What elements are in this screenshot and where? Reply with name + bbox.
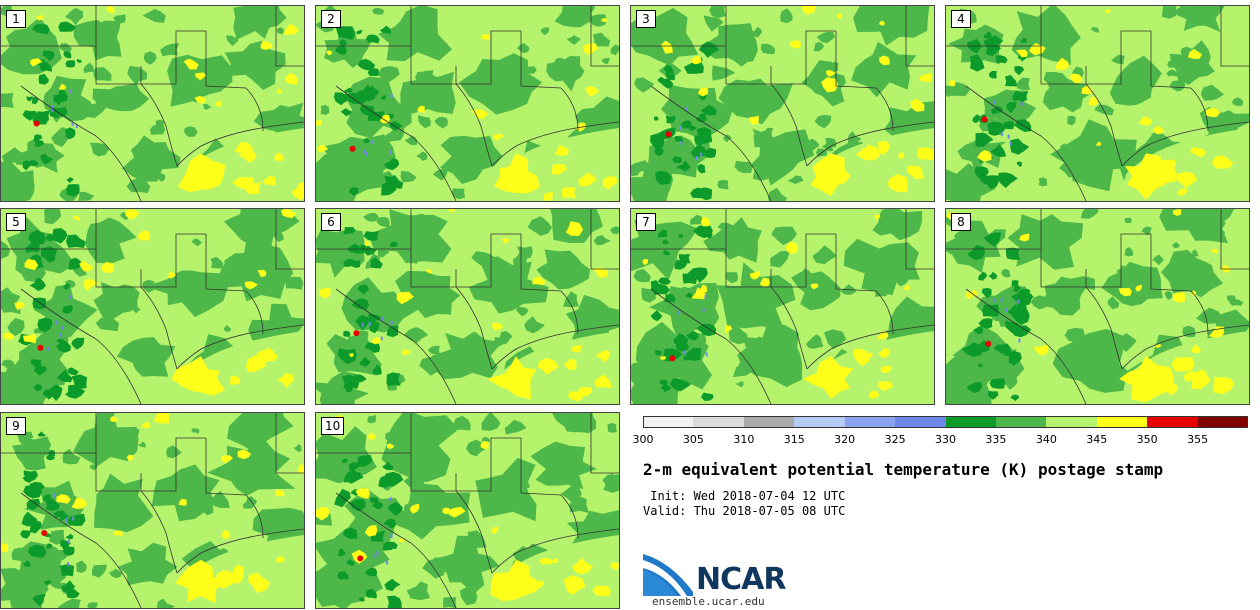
colorbar-tick-label: 320 bbox=[834, 433, 856, 446]
colorbar-segment bbox=[1197, 416, 1249, 428]
colorbar-tick-label: 305 bbox=[682, 433, 704, 446]
colorbar-segment bbox=[945, 416, 997, 428]
postage-stamp-8: 8 bbox=[945, 208, 1250, 405]
map-field bbox=[631, 209, 934, 404]
map-field bbox=[631, 6, 934, 201]
stamp-number: 3 bbox=[636, 10, 656, 28]
map-field bbox=[316, 6, 619, 201]
colorbar-tick-label: 325 bbox=[884, 433, 906, 446]
stamp-number: 4 bbox=[951, 10, 971, 28]
colorbar-segment bbox=[1046, 416, 1098, 428]
colorbar-segment bbox=[1147, 416, 1199, 428]
colorbar bbox=[643, 416, 1249, 428]
postage-stamp-3: 3 bbox=[630, 5, 935, 202]
stamp-number: 8 bbox=[951, 213, 971, 231]
map-field bbox=[1, 209, 304, 404]
init-time: Init: Wed 2018-07-04 12 UTC bbox=[643, 489, 846, 503]
ncar-logo-text: NCAR bbox=[696, 562, 786, 597]
postage-stamp-5: 5 bbox=[0, 208, 305, 405]
postage-stamp-7: 7 bbox=[630, 208, 935, 405]
colorbar-segment bbox=[794, 416, 846, 428]
colorbar-segment bbox=[743, 416, 795, 428]
postage-stamp-6: 6 bbox=[315, 208, 620, 405]
map-field bbox=[1, 6, 304, 201]
postage-stamp-10: 10 bbox=[315, 412, 620, 609]
stamp-number: 6 bbox=[321, 213, 341, 231]
ncar-logo-mark bbox=[643, 554, 693, 596]
colorbar-tick-label: 330 bbox=[935, 433, 956, 446]
stamp-number: 5 bbox=[6, 213, 26, 231]
stamp-number: 10 bbox=[321, 417, 345, 435]
stamp-number: 1 bbox=[6, 10, 26, 28]
postage-stamp-2: 2 bbox=[315, 5, 620, 202]
valid-time: Valid: Thu 2018-07-05 08 UTC bbox=[643, 504, 846, 518]
stamp-number: 2 bbox=[321, 10, 341, 28]
colorbar-segment bbox=[693, 416, 745, 428]
colorbar-segment bbox=[1096, 416, 1148, 428]
map-field bbox=[946, 209, 1249, 404]
colorbar-tick-label: 345 bbox=[1086, 433, 1108, 446]
colorbar-tick-label: 310 bbox=[733, 433, 755, 446]
map-field bbox=[1, 413, 304, 608]
colorbar-tick-label: 315 bbox=[783, 433, 805, 446]
stamp-number: 9 bbox=[6, 417, 26, 435]
colorbar-segment bbox=[895, 416, 946, 428]
postage-stamp-9: 9 bbox=[0, 412, 305, 609]
stamp-number: 7 bbox=[636, 213, 656, 231]
colorbar-tick-label: 335 bbox=[985, 433, 1007, 446]
postage-stamp-4: 4 bbox=[945, 5, 1250, 202]
postage-stamp-1: 1 bbox=[0, 5, 305, 202]
colorbar-segment bbox=[844, 416, 896, 428]
map-field bbox=[316, 413, 619, 608]
website-url: ensemble.ucar.edu bbox=[652, 595, 765, 608]
colorbar-tick-label: 355 bbox=[1187, 433, 1209, 446]
colorbar-segment bbox=[995, 416, 1047, 428]
colorbar-segment bbox=[643, 416, 694, 428]
figure-title: 2-m equivalent potential temperature (K)… bbox=[643, 460, 1164, 479]
colorbar-tick-label: 300 bbox=[632, 433, 654, 446]
colorbar-tick-label: 340 bbox=[1035, 433, 1057, 446]
map-field bbox=[316, 209, 619, 404]
colorbar-tick-label: 350 bbox=[1136, 433, 1158, 446]
map-field bbox=[946, 6, 1249, 201]
